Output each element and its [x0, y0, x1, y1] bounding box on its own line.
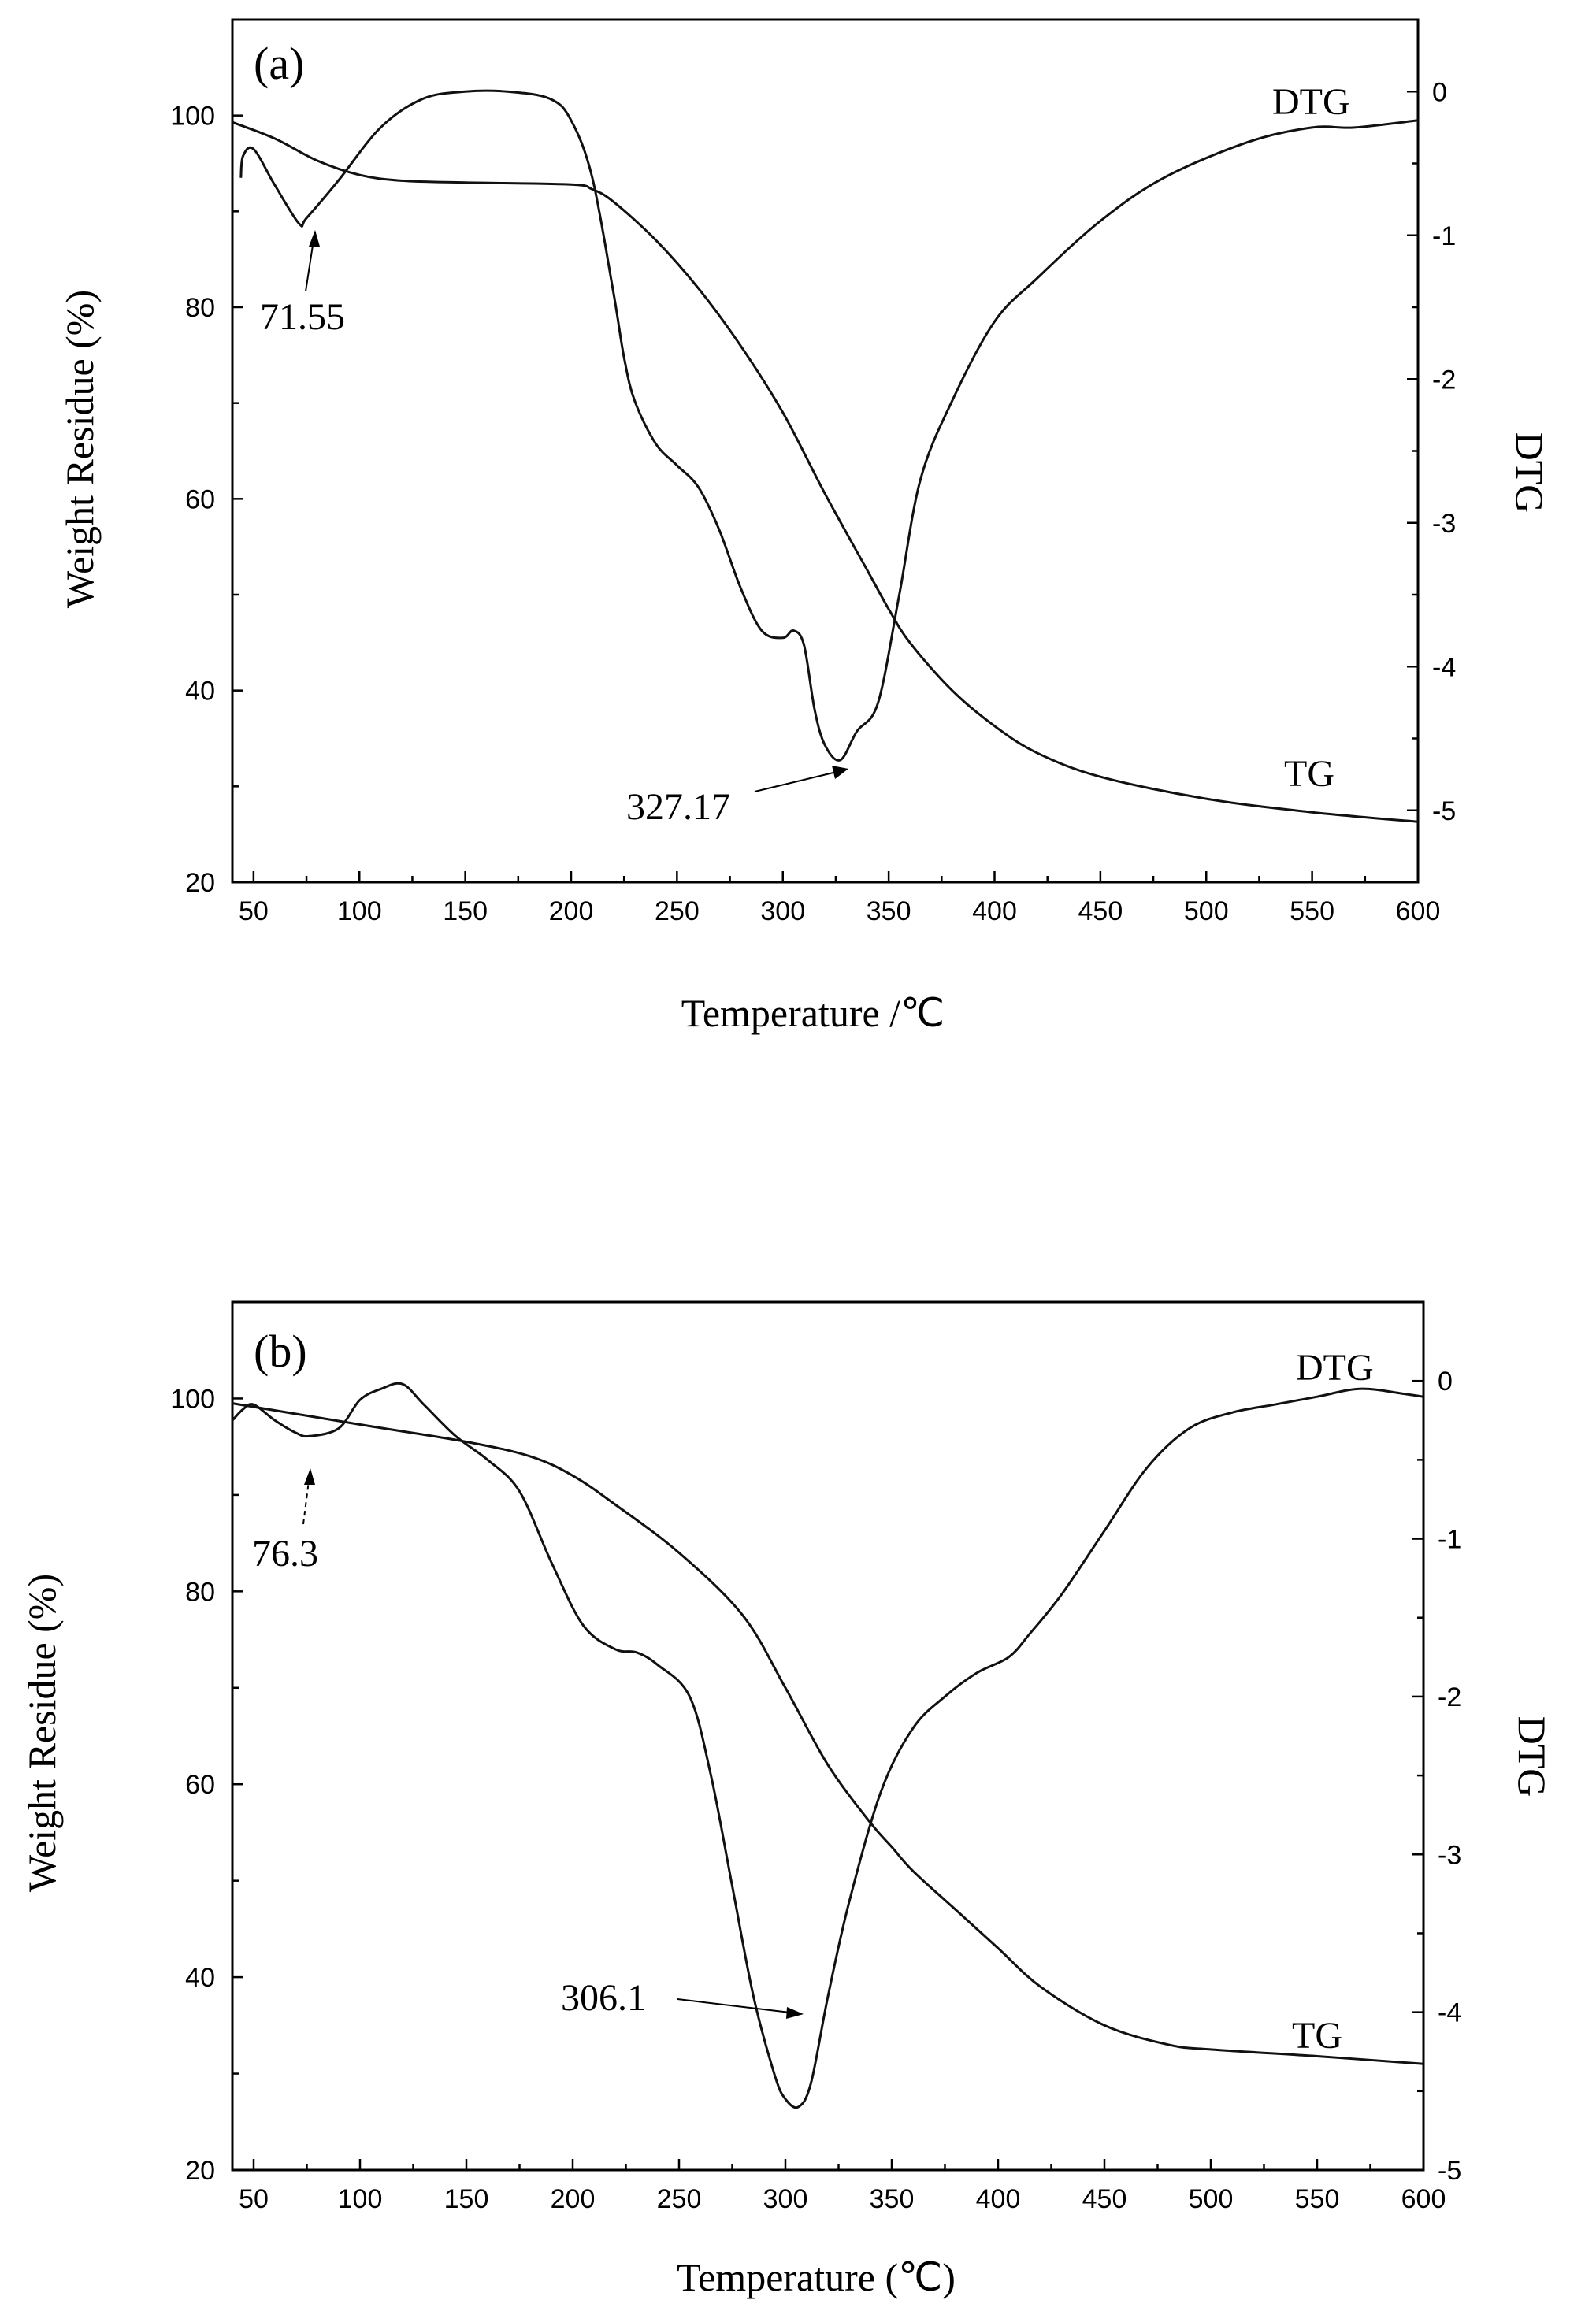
chart-a-ticks: 50 100 150 200 250 300 350 400 450 500 550 60020406…	[170, 77, 1456, 926]
chart-b-annot-76-arrow-line	[302, 1480, 310, 1525]
chart-a-ytick-label-60: 60	[185, 484, 215, 514]
chart-a-ytick-label-40: 40	[185, 677, 215, 707]
chart-b-xtick-label-600: 600	[1401, 2184, 1446, 2214]
chart-b-xtick-label-400: 400	[976, 2184, 1021, 2214]
chart-a-xtick-label-250: 250	[655, 896, 700, 926]
chart-b-xtick-label-450: 450	[1082, 2184, 1127, 2214]
chart-a-panel-label: (a)	[254, 38, 304, 89]
chart-b: 50 100 150 200 250 300 350 400 450 500 550 60020406…	[20, 1300, 1554, 2299]
chart-b-frame	[231, 1300, 1425, 2172]
chart-a-annot-327-arrowhead	[832, 766, 848, 779]
chart-a-ytick-label-100: 100	[170, 102, 215, 132]
chart-a-annot-327: 327.17	[626, 786, 730, 828]
chart-b-xtick-label-550: 550	[1295, 2184, 1340, 2214]
chart-a-y2-axis-title: DTG	[1508, 432, 1552, 514]
chart-b-xtick-label-250: 250	[657, 2184, 702, 2214]
chart-a-xtick-label-100: 100	[337, 896, 382, 926]
chart-b-y2tick-label-2: -2	[1438, 1682, 1461, 1712]
chart-a-ytick-label-20: 20	[185, 868, 215, 898]
chart-b-xtick-label-50: 50	[239, 2184, 269, 2214]
chart-a-tg-line	[232, 121, 1419, 823]
chart-b-x-axis-title: Temperature (℃)	[677, 2255, 956, 2299]
chart-b-xtick-label-100: 100	[338, 2184, 383, 2214]
chart-b-y2tick-label-3: -3	[1438, 1840, 1461, 1870]
chart-b-ytick-label-100: 100	[170, 1384, 215, 1414]
chart-b-y2tick-label-0: 0	[1438, 1367, 1453, 1397]
chart-b-xtick-label-200: 200	[551, 2184, 596, 2214]
chart-a-tg-label: TG	[1284, 753, 1334, 795]
chart-a-dtg-label: DTG	[1272, 81, 1350, 123]
chart-b-xtick-label-150: 150	[444, 2184, 489, 2214]
chart-b-xtick-label-300: 300	[763, 2184, 808, 2214]
chart-a-y2tick-label-5: -5	[1432, 796, 1456, 826]
chart-b-y2tick-label-1: -1	[1438, 1525, 1461, 1555]
chart-a-xtick-label-400: 400	[972, 896, 1017, 926]
chart-b-y2-axis-title: DTG	[1510, 1716, 1554, 1797]
chart-b-annot-76: 76.3	[252, 1533, 318, 1575]
chart-a-y2tick-label-1: -1	[1432, 221, 1456, 251]
chart-a-xtick-label-150: 150	[443, 896, 488, 926]
chart-a-annot-71: 71.55	[260, 296, 345, 338]
chart-a-xtick-label-200: 200	[549, 896, 594, 926]
chart-b-panel-label: (b)	[254, 1326, 307, 1377]
chart-b-xtick-label-500: 500	[1189, 2184, 1234, 2214]
chart-a-y2tick-label-2: -2	[1432, 365, 1456, 395]
chart-b-ytick-label-20: 20	[185, 2156, 215, 2186]
chart-a-dtg-line	[239, 89, 1419, 762]
chart-b-y-axis-title: Weight Residue (%)	[20, 1574, 64, 1892]
chart-a-annot-327-arrow-line	[754, 771, 837, 792]
chart-a-ytick-label-80: 80	[185, 293, 215, 323]
chart-b-dtg-label: DTG	[1296, 1347, 1374, 1389]
chart-a-xtick-label-300: 300	[760, 896, 805, 926]
chart-b-ytick-label-80: 80	[185, 1577, 215, 1607]
chart-a-y2tick-label-3: -3	[1432, 509, 1456, 539]
chart-a-xtick-label-550: 550	[1290, 896, 1334, 926]
chart-a-annot-71-arrow-line	[305, 239, 314, 292]
chart-a-x-axis-title: Temperature /℃	[681, 991, 945, 1035]
chart-b-tg-line	[232, 1402, 1424, 2065]
chart-b-annot-306-arrowhead	[786, 2007, 804, 2019]
chart-a-xtick-label-450: 450	[1078, 896, 1123, 926]
chart-b-dtg-line	[231, 1382, 1424, 2109]
chart-b-ytick-label-60: 60	[185, 1770, 215, 1800]
chart-a-xtick-label-600: 600	[1396, 896, 1441, 926]
chart-a: 50 100 150 200 250 300 350 400 450 500 550 60020406…	[58, 18, 1552, 1035]
chart-b-tg-label: TG	[1292, 2015, 1342, 2057]
chart-a-y2tick-label-4: -4	[1432, 652, 1456, 682]
chart-a-annot-71-arrowhead	[309, 230, 320, 247]
chart-b-annot-76-arrowhead	[304, 1468, 315, 1485]
chart-b-annot-306: 306.1	[561, 1977, 646, 2019]
chart-a-xtick-label-500: 500	[1184, 896, 1229, 926]
chart-a-xtick-label-350: 350	[867, 896, 911, 926]
chart-a-frame	[231, 18, 1420, 884]
chart-a-y2tick-label-0: 0	[1432, 77, 1447, 107]
chart-a-xtick-label-50: 50	[239, 896, 269, 926]
chart-b-y2tick-label-4: -4	[1438, 1998, 1461, 2028]
chart-b-y2tick-label-5: -5	[1438, 2156, 1461, 2186]
chart-b-ticks: 50 100 150 200 250 300 350 400 450 500 550 60020406…	[170, 1367, 1461, 2214]
chart-b-ytick-label-40: 40	[185, 1963, 215, 1993]
chart-a-y-axis-title: Weight Residue (%)	[58, 290, 102, 608]
chart-b-annot-306-arrow-line	[677, 1998, 791, 2013]
chart-b-xtick-label-350: 350	[870, 2184, 915, 2214]
